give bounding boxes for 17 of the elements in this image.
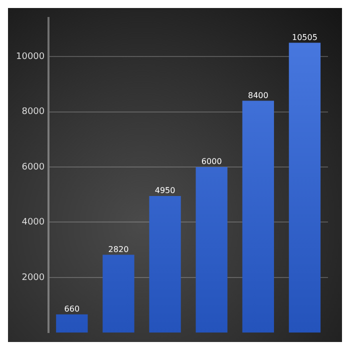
- data-label: 660: [64, 304, 80, 314]
- bar: [56, 314, 88, 333]
- y-tick-label: 2000: [22, 272, 45, 283]
- bar: [196, 167, 228, 333]
- data-label: 8400: [248, 90, 268, 100]
- data-label: 6000: [201, 157, 222, 166]
- bar: [288, 42, 321, 333]
- y-tick-label: 6000: [22, 162, 45, 172]
- bar: [149, 196, 181, 333]
- bar: [242, 100, 274, 333]
- y-tick-label: 10000: [16, 52, 45, 62]
- y-tick-label: 8000: [22, 107, 45, 118]
- y-tick-label: 4000: [22, 218, 45, 228]
- bar: [102, 254, 134, 333]
- data-label: 4950: [154, 186, 176, 196]
- data-label: 10505: [292, 32, 318, 42]
- data-label: 2820: [108, 244, 129, 254]
